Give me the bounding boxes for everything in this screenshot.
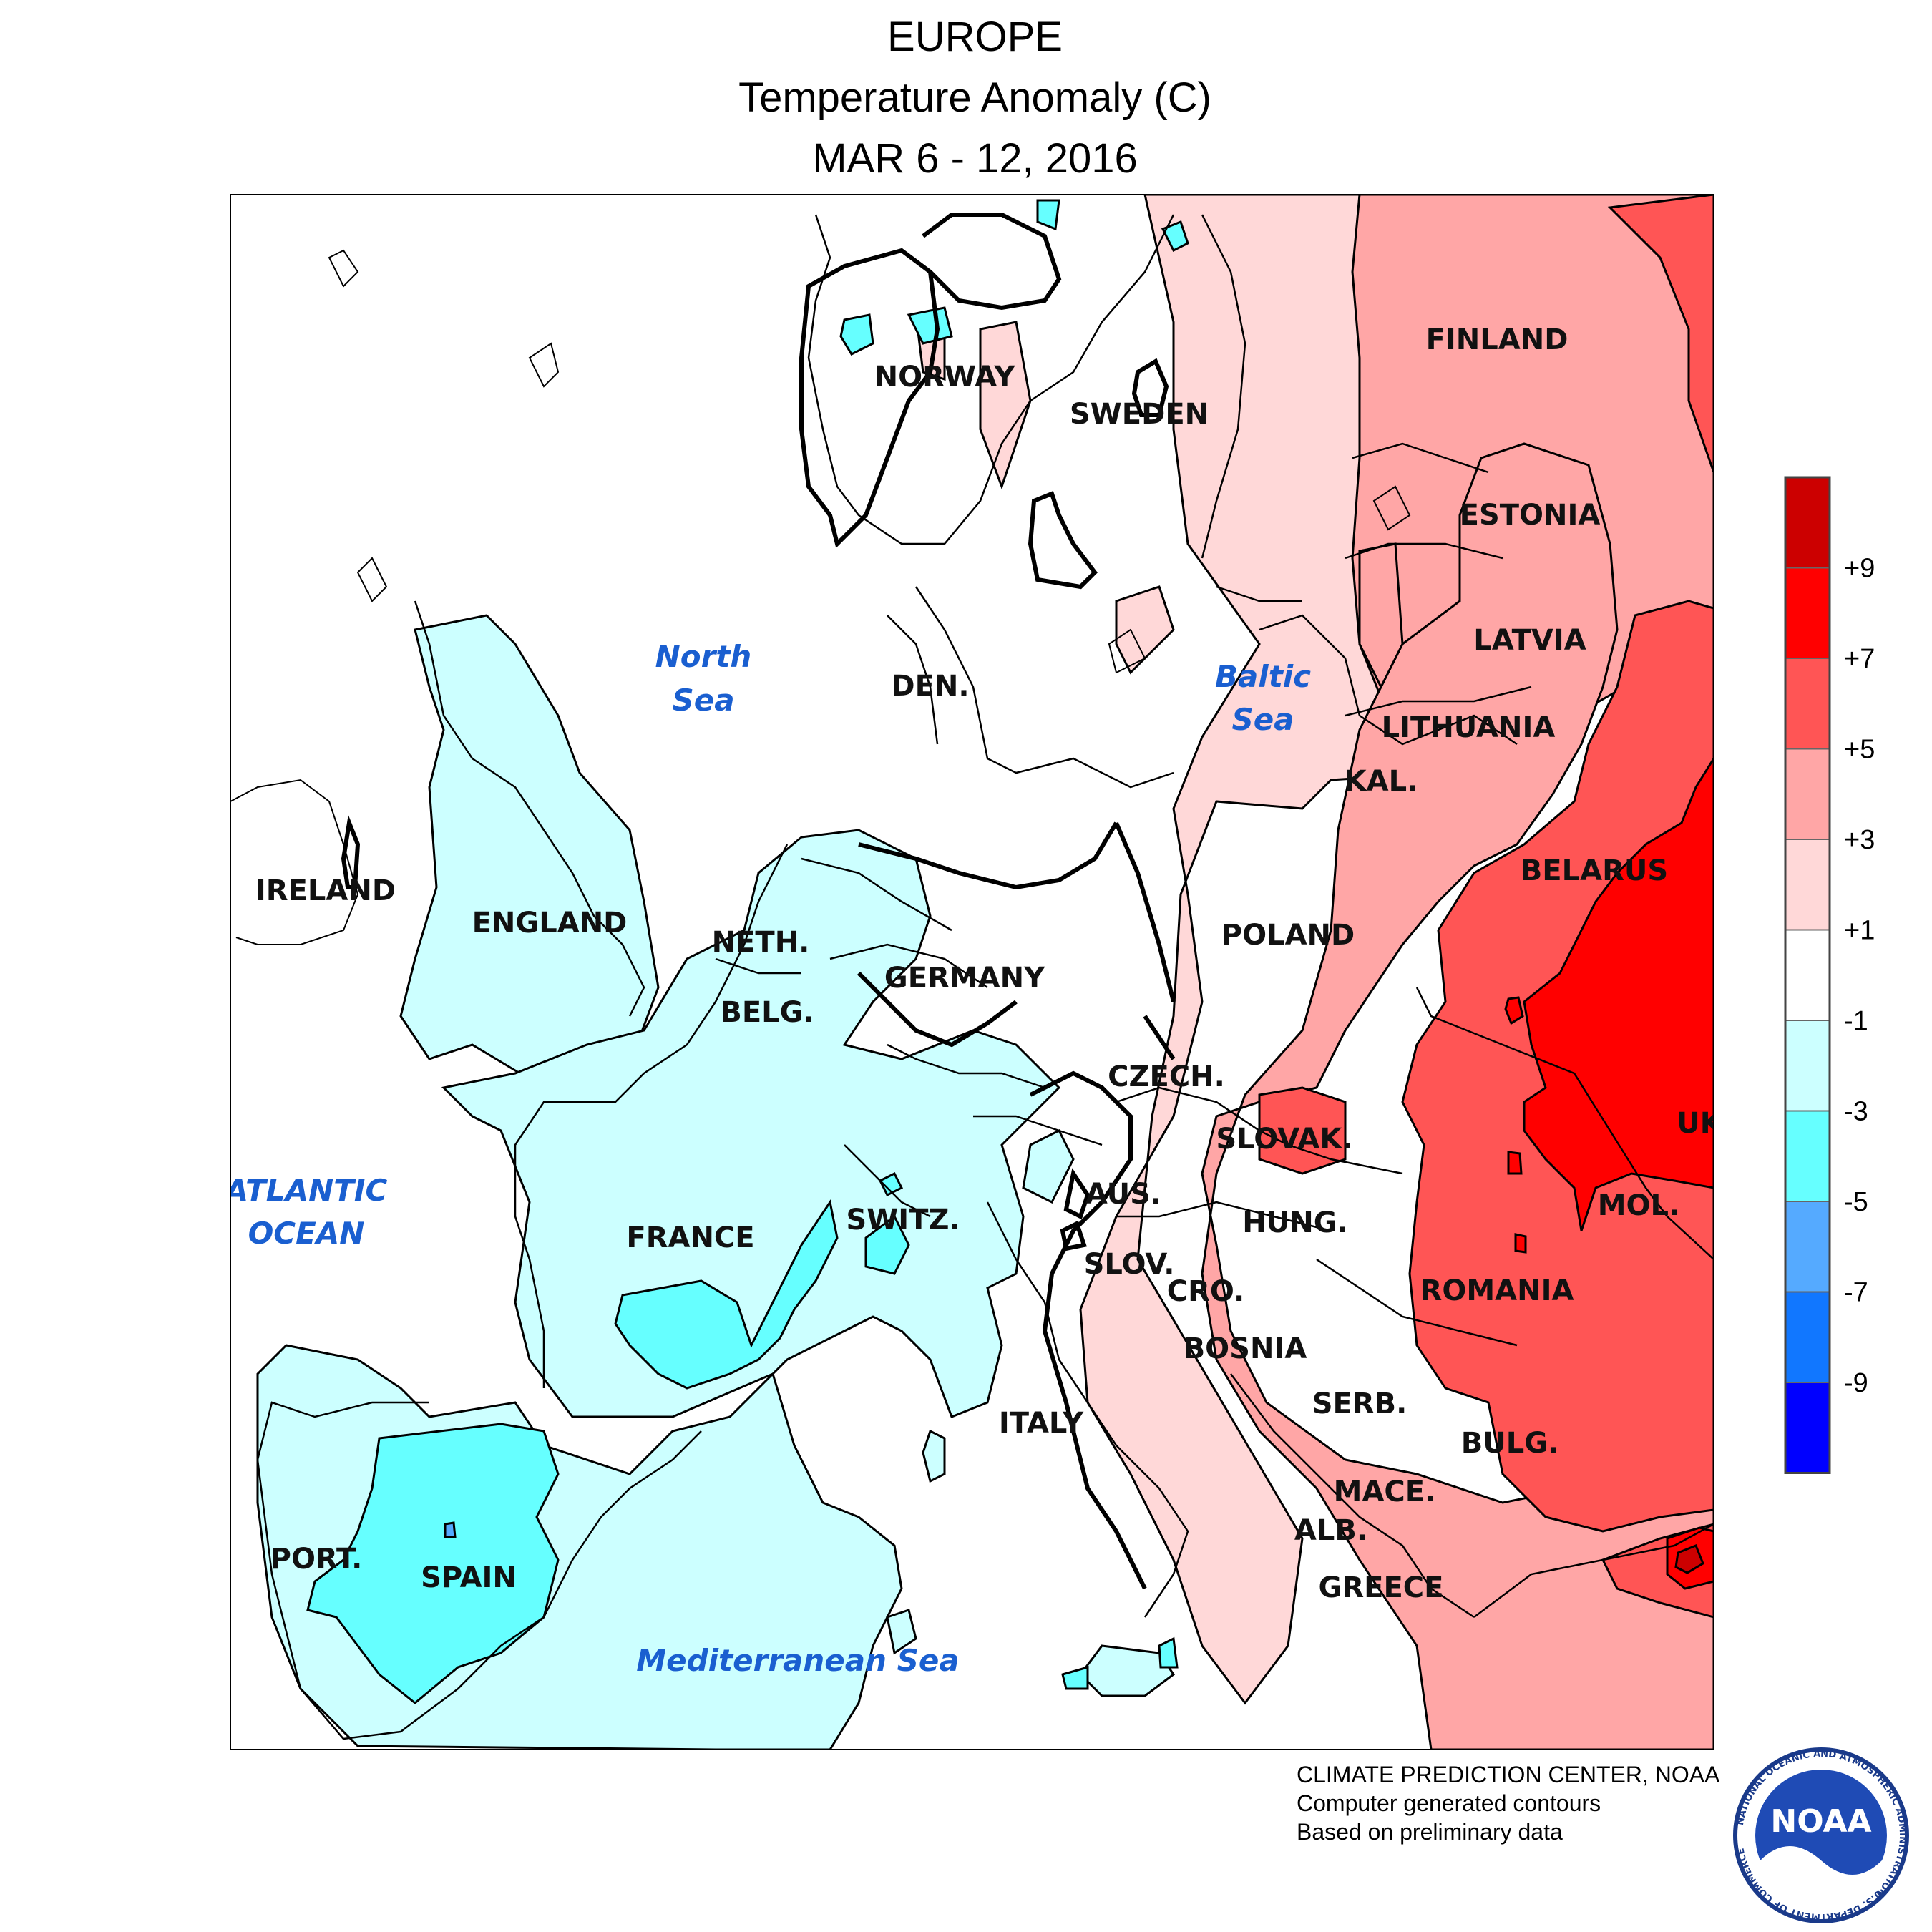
- label-germany: GERMANY: [884, 962, 1045, 995]
- label-estonia: ESTONIA: [1460, 499, 1601, 532]
- label-bosnia: BOSNIA: [1184, 1332, 1307, 1365]
- label-baltic-sea-2: Sea: [1231, 702, 1294, 737]
- anomaly-field-blue: [444, 1521, 457, 1538]
- label-latvia: LATVIA: [1473, 624, 1586, 657]
- legend-swatch: [1785, 839, 1830, 931]
- label-aus: AUS.: [1085, 1178, 1161, 1211]
- legend-swatch: [1785, 658, 1830, 750]
- label-bulg: BULG.: [1461, 1427, 1558, 1460]
- legend-tick-label: +5: [1844, 735, 1875, 765]
- credit-line-1: CLIMATE PREDICTION CENTER, NOAA: [1297, 1762, 1720, 1787]
- legend-swatch: [1785, 1201, 1830, 1293]
- zero-contours: [341, 213, 1176, 1590]
- legend-swatch: [1785, 1382, 1830, 1474]
- label-serb: SERB.: [1312, 1387, 1407, 1420]
- country-labels: FINLAND NORWAY SWEDEN ESTONIA LATVIA LIT…: [255, 323, 1723, 1604]
- legend-swatch: [1785, 477, 1830, 569]
- legend-swatch: [1785, 1291, 1830, 1383]
- label-cro: CRO.: [1167, 1275, 1244, 1308]
- label-belg: BELG.: [720, 996, 814, 1029]
- label-belarus: BELARUS: [1521, 854, 1668, 887]
- label-greece: GREECE: [1319, 1571, 1444, 1604]
- label-slov: SLOV.: [1084, 1248, 1175, 1281]
- map-date-range: MAR 6 - 12, 2016: [812, 135, 1138, 182]
- legend-swatch: [1785, 567, 1830, 659]
- map-panel: FINLAND NORWAY SWEDEN ESTONIA LATVIA LIT…: [223, 195, 1723, 1750]
- label-ireland: IRELAND: [255, 874, 396, 907]
- logo-text: NOAA: [1770, 1803, 1871, 1840]
- map-frame: [230, 194, 1714, 1750]
- label-norway: NORWAY: [874, 361, 1016, 394]
- map-title: EUROPE: [887, 14, 1063, 60]
- label-port: PORT.: [270, 1543, 363, 1576]
- map-subtitle: Temperature Anomaly (C): [738, 74, 1211, 121]
- anomaly-field-cyan: [306, 199, 1189, 1704]
- label-north-sea-2: Sea: [672, 683, 734, 718]
- label-atlantic-ocean-2: OCEAN: [248, 1216, 365, 1251]
- label-atlantic-ocean-1: ATLANTIC: [223, 1173, 388, 1208]
- label-spain: SPAIN: [421, 1561, 517, 1594]
- label-romania: ROMANIA: [1420, 1274, 1574, 1307]
- label-slovak: SLOVAK.: [1216, 1123, 1352, 1156]
- legend-tick-label: -3: [1844, 1097, 1868, 1127]
- legend-swatch: [1785, 1110, 1830, 1202]
- legend-tick-label: -1: [1844, 1006, 1868, 1036]
- legend-tick-label: -7: [1844, 1278, 1868, 1308]
- label-alb: ALB.: [1294, 1514, 1367, 1547]
- label-hung: HUNG.: [1242, 1206, 1347, 1239]
- label-kal: KAL.: [1345, 765, 1418, 798]
- legend-outline: [1784, 476, 1831, 1474]
- sea-labels: North Sea Baltic Sea ATLANTIC OCEAN Medi…: [223, 639, 1311, 1678]
- coastlines: [256, 214, 1714, 1740]
- legend-tick-label: +1: [1844, 916, 1875, 946]
- label-north-sea-1: North: [655, 639, 752, 674]
- legend-tick-label: -5: [1844, 1187, 1868, 1217]
- legend-colorbar: +9 +7 +5 +3 +1 -1 -3 -5 -7 -9: [1784, 476, 1875, 1474]
- logo-bird-icon: [1760, 1846, 1882, 1903]
- label-france: FRANCE: [626, 1221, 754, 1254]
- label-den: DEN.: [891, 670, 969, 703]
- legend-tick-label: +3: [1844, 825, 1875, 855]
- legend-swatch: [1785, 1020, 1830, 1112]
- legend-tick-label: -9: [1844, 1368, 1868, 1398]
- label-uk: UK: [1677, 1107, 1723, 1140]
- label-neth: NETH.: [712, 926, 810, 959]
- island-outlines: [230, 249, 1411, 945]
- label-czech: CZECH.: [1108, 1060, 1225, 1093]
- label-mediterranean-sea: Mediterranean Sea: [636, 1643, 959, 1678]
- noaa-logo: NATIONAL OCEANIC AND ATMOSPHERIC ADMINIS…: [1733, 1747, 1909, 1923]
- label-england: ENGLAND: [472, 907, 628, 940]
- legend-tick-label: +7: [1844, 644, 1875, 674]
- label-lithuania: LITHUANIA: [1382, 711, 1556, 744]
- label-baltic-sea-1: Baltic: [1215, 659, 1311, 694]
- label-poland: POLAND: [1221, 919, 1355, 952]
- label-italy: ITALY: [999, 1407, 1084, 1440]
- label-sweden: SWEDEN: [1070, 398, 1209, 431]
- label-mol: MOL.: [1598, 1189, 1680, 1222]
- legend-swatch: [1785, 929, 1830, 1021]
- label-finland: FINLAND: [1426, 323, 1568, 356]
- anomaly-field-dark-red: [1674, 1544, 1704, 1574]
- credit-line-3: Based on preliminary data: [1297, 1819, 1563, 1845]
- label-mace: MACE.: [1334, 1475, 1436, 1508]
- label-switz: SWITZ.: [846, 1204, 960, 1236]
- legend-tick-label: +9: [1844, 554, 1875, 584]
- credit-line-2: Computer generated contours: [1297, 1790, 1601, 1816]
- legend-swatch: [1785, 748, 1830, 840]
